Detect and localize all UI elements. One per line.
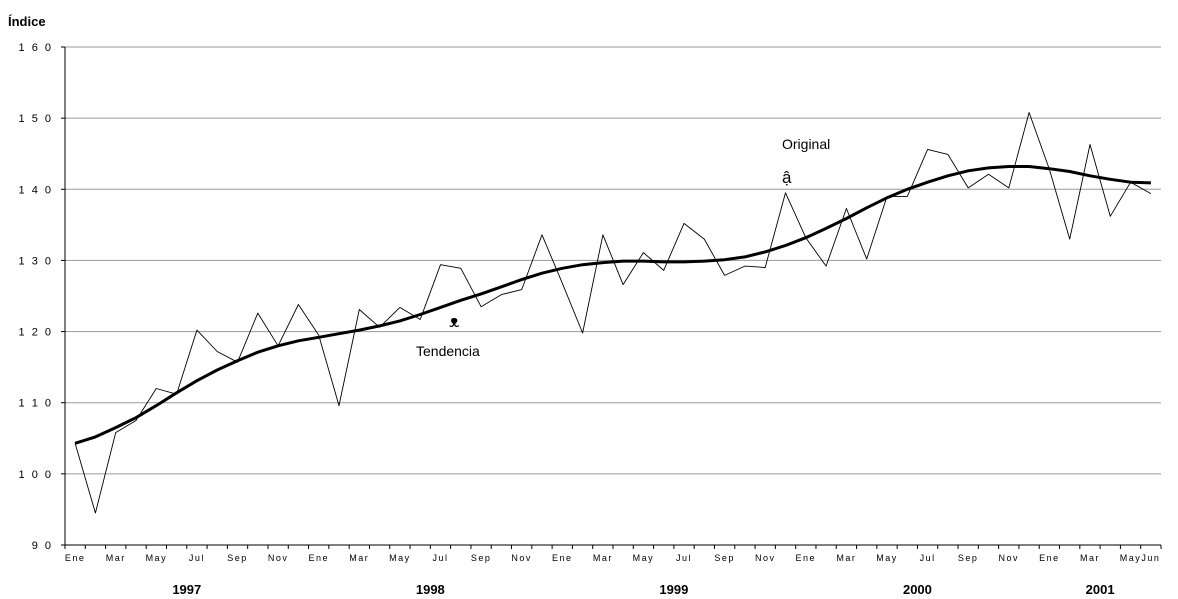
x-tick-label: Jul <box>432 553 448 563</box>
year-label-1997: 1997 <box>172 582 201 597</box>
series-line-tendencia <box>74 165 1151 445</box>
x-tick-label: Ene <box>308 553 329 563</box>
x-tick-label: Mar <box>349 553 369 563</box>
gridlines <box>65 46 1161 475</box>
year-label-2000: 2000 <box>903 582 932 597</box>
y-tick-label: 1 4 0 <box>19 184 53 196</box>
x-tick-label: Ene <box>65 553 86 563</box>
x-tick-label: Sep <box>471 553 492 563</box>
year-label-2001: 2001 <box>1086 582 1115 597</box>
y-tick-label: 1 2 0 <box>19 327 53 339</box>
x-tick-label: Ene <box>552 553 573 563</box>
x-tick-label: Mar <box>593 553 613 563</box>
x-tick-label: Mar <box>836 553 856 563</box>
year-labels: 1997 1998 1999 2000 2001 <box>172 582 1114 597</box>
annotation-original: Original <box>782 136 830 152</box>
y-tick-label: 1 3 0 <box>19 255 53 267</box>
x-tick-label: Mar <box>1080 553 1100 563</box>
y-tick-label: 9 0 <box>32 540 53 552</box>
x-tick-label: Ene <box>1039 553 1060 563</box>
x-tick-label: Sep <box>714 553 735 563</box>
x-tick-label: Sep <box>958 553 979 563</box>
y-tick-label: 1 1 0 <box>19 398 53 410</box>
y-axis-title: Índice <box>8 14 46 29</box>
x-tick-label: Jul <box>189 553 205 563</box>
x-tick-label: Nov <box>511 553 532 563</box>
x-tick-label: Jul <box>920 553 936 563</box>
x-tick-label: May <box>876 553 898 563</box>
axes <box>61 46 1162 549</box>
x-tick-label: May <box>146 553 168 563</box>
year-label-1999: 1999 <box>659 582 688 597</box>
x-tick-label: Sep <box>227 553 248 563</box>
y-tick-label: 1 0 0 <box>19 469 53 481</box>
annotation-original-arrow: ậ <box>782 168 792 187</box>
x-tick-label: Jun <box>1141 553 1160 563</box>
y-tick-labels: 1 6 0 1 5 0 1 4 0 1 3 0 1 2 0 1 1 0 1 0 0 9 0 <box>19 42 53 552</box>
x-tick-label: Ene <box>796 553 817 563</box>
annotation-tendencia-arrow: ᴥ <box>449 312 459 331</box>
x-tick-label: Mar <box>106 553 126 563</box>
y-tick-label: 1 5 0 <box>19 113 53 125</box>
x-tick-label: Nov <box>999 553 1020 563</box>
year-label-1998: 1998 <box>416 582 445 597</box>
x-tick-labels: Ene Mar May Jul Sep Nov Ene Mar May Jul Sep Nov Ene M… <box>65 553 1160 563</box>
series-lines <box>74 112 1152 514</box>
series-line-original <box>74 112 1152 514</box>
x-tick-label: Nov <box>268 553 289 563</box>
annotation-tendencia: Tendencia <box>416 343 480 359</box>
x-tick-label: Jul <box>676 553 692 563</box>
x-tick-label: Nov <box>755 553 776 563</box>
x-tick-label: May <box>633 553 655 563</box>
x-tick-label: May <box>1120 553 1142 563</box>
x-tick-label: May <box>389 553 411 563</box>
y-tick-label: 1 6 0 <box>19 42 53 54</box>
